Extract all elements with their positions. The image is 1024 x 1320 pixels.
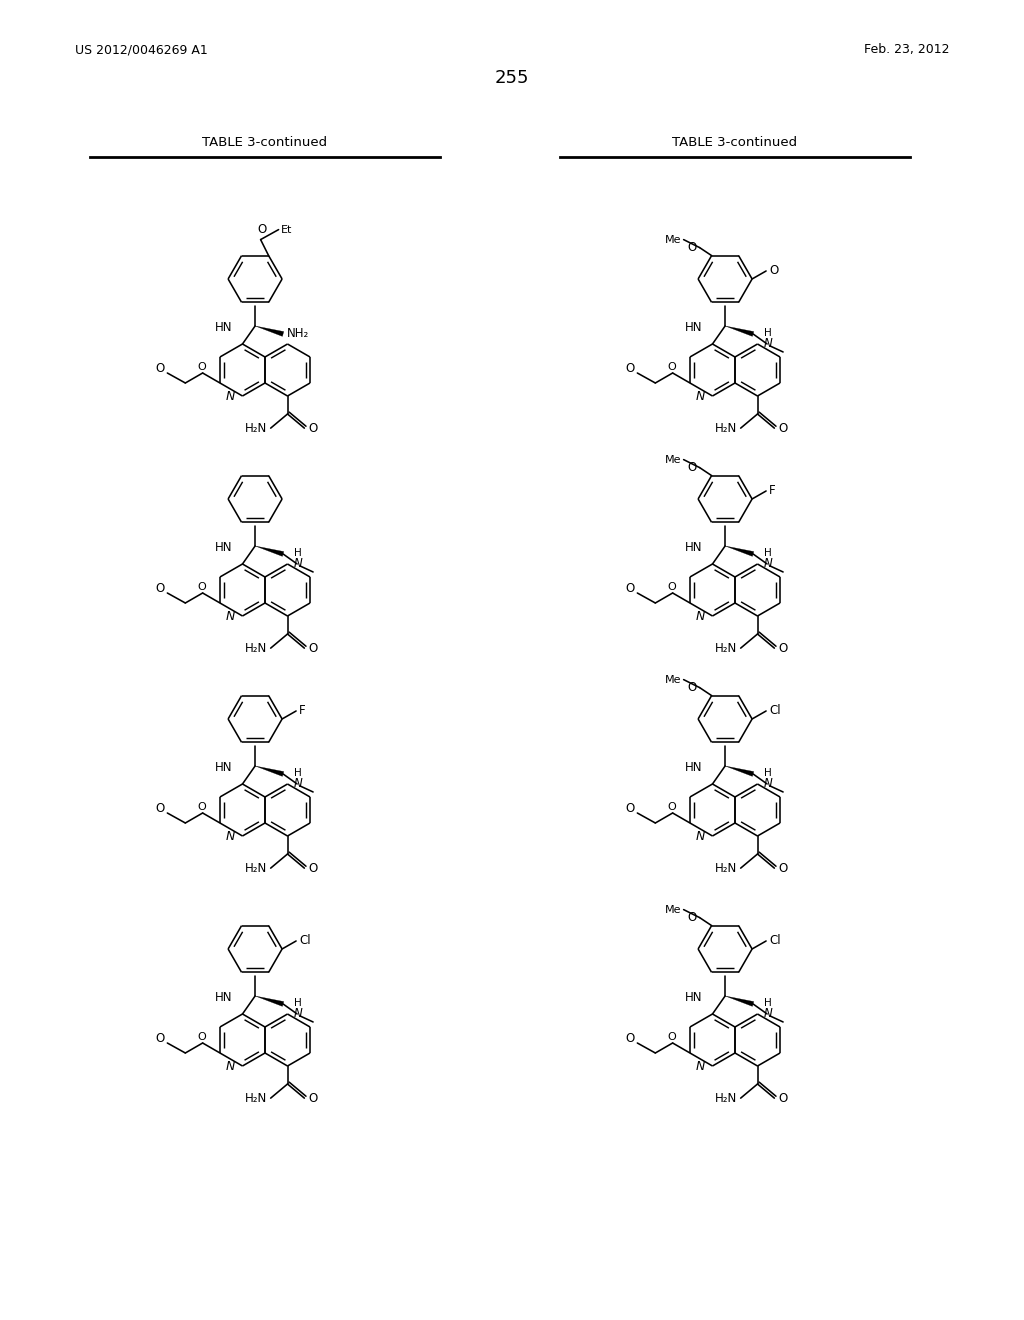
Text: O: O xyxy=(198,362,206,372)
Text: O: O xyxy=(308,421,317,434)
Text: Me: Me xyxy=(666,235,682,244)
Text: Me: Me xyxy=(666,454,682,465)
Text: Cl: Cl xyxy=(769,935,780,948)
Text: NH₂: NH₂ xyxy=(287,327,309,341)
Text: O: O xyxy=(778,1092,787,1105)
Text: N: N xyxy=(294,557,302,570)
Text: O: O xyxy=(308,1092,317,1105)
Text: HN: HN xyxy=(215,321,232,334)
Text: H₂N: H₂N xyxy=(715,642,736,655)
Text: O: O xyxy=(198,1032,206,1041)
Text: Et: Et xyxy=(281,224,292,235)
Text: O: O xyxy=(668,803,676,812)
Text: N: N xyxy=(226,610,236,623)
Text: O: O xyxy=(778,862,787,875)
Text: TABLE 3-continued: TABLE 3-continued xyxy=(203,136,328,149)
Text: H: H xyxy=(764,998,772,1008)
Text: Me: Me xyxy=(666,675,682,685)
Text: H₂N: H₂N xyxy=(715,1092,736,1105)
Text: H₂N: H₂N xyxy=(245,862,266,875)
Text: HN: HN xyxy=(685,762,702,774)
Text: O: O xyxy=(308,642,317,655)
Text: N: N xyxy=(764,1007,772,1020)
Text: N: N xyxy=(696,830,706,842)
Text: Cl: Cl xyxy=(769,705,780,718)
Text: H: H xyxy=(764,768,772,777)
Text: O: O xyxy=(625,1032,634,1045)
Text: H: H xyxy=(294,998,302,1008)
Text: O: O xyxy=(257,223,266,235)
Text: N: N xyxy=(294,777,302,791)
Text: O: O xyxy=(687,911,696,924)
Polygon shape xyxy=(255,546,284,557)
Polygon shape xyxy=(725,546,754,557)
Text: N: N xyxy=(764,557,772,570)
Text: F: F xyxy=(769,484,776,498)
Text: H: H xyxy=(294,768,302,777)
Text: Cl: Cl xyxy=(299,935,310,948)
Text: HN: HN xyxy=(685,991,702,1005)
Text: N: N xyxy=(226,1060,236,1073)
Text: N: N xyxy=(696,1060,706,1073)
Text: H₂N: H₂N xyxy=(715,421,736,434)
Polygon shape xyxy=(725,997,754,1006)
Text: O: O xyxy=(198,582,206,591)
Text: O: O xyxy=(155,582,164,595)
Polygon shape xyxy=(725,326,754,337)
Text: O: O xyxy=(769,264,778,277)
Text: TABLE 3-continued: TABLE 3-continued xyxy=(673,136,798,149)
Text: N: N xyxy=(294,1007,302,1020)
Text: F: F xyxy=(299,705,306,718)
Text: HN: HN xyxy=(215,541,232,554)
Text: O: O xyxy=(625,363,634,375)
Text: N: N xyxy=(696,389,706,403)
Text: H₂N: H₂N xyxy=(245,642,266,655)
Text: US 2012/0046269 A1: US 2012/0046269 A1 xyxy=(75,44,208,57)
Text: H: H xyxy=(764,327,772,338)
Text: O: O xyxy=(155,363,164,375)
Text: O: O xyxy=(155,1032,164,1045)
Text: N: N xyxy=(764,338,772,351)
Text: H: H xyxy=(294,548,302,558)
Text: H₂N: H₂N xyxy=(715,862,736,875)
Text: O: O xyxy=(687,461,696,474)
Text: HN: HN xyxy=(685,541,702,554)
Polygon shape xyxy=(255,766,284,776)
Text: O: O xyxy=(668,1032,676,1041)
Text: H₂N: H₂N xyxy=(245,421,266,434)
Polygon shape xyxy=(725,766,754,776)
Polygon shape xyxy=(255,997,284,1006)
Text: Feb. 23, 2012: Feb. 23, 2012 xyxy=(864,44,950,57)
Text: 255: 255 xyxy=(495,69,529,87)
Text: N: N xyxy=(226,389,236,403)
Text: O: O xyxy=(778,642,787,655)
Text: O: O xyxy=(668,362,676,372)
Text: Me: Me xyxy=(666,904,682,915)
Text: HN: HN xyxy=(685,321,702,334)
Text: H: H xyxy=(764,548,772,558)
Text: O: O xyxy=(198,803,206,812)
Text: O: O xyxy=(687,242,696,253)
Text: N: N xyxy=(696,610,706,623)
Text: H₂N: H₂N xyxy=(245,1092,266,1105)
Text: O: O xyxy=(308,862,317,875)
Text: O: O xyxy=(687,681,696,694)
Text: HN: HN xyxy=(215,991,232,1005)
Text: O: O xyxy=(625,803,634,816)
Text: O: O xyxy=(778,421,787,434)
Text: O: O xyxy=(155,803,164,816)
Text: O: O xyxy=(668,582,676,591)
Text: HN: HN xyxy=(215,762,232,774)
Polygon shape xyxy=(255,326,284,337)
Text: O: O xyxy=(625,582,634,595)
Text: N: N xyxy=(764,777,772,791)
Text: N: N xyxy=(226,830,236,842)
